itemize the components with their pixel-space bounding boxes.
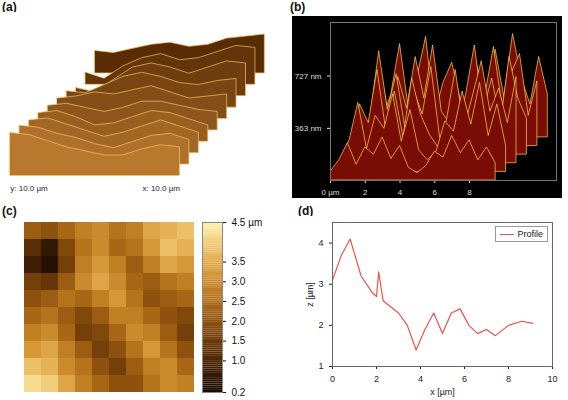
svg-text:6: 6: [433, 188, 438, 197]
svg-text:4: 4: [398, 188, 403, 197]
svg-text:1.5: 1.5: [232, 335, 246, 346]
svg-text:3.0: 3.0: [232, 276, 246, 287]
svg-text:2: 2: [318, 320, 323, 330]
svg-text:z [µm]: z [µm]: [305, 282, 315, 307]
svg-text:x [µm]: x [µm]: [430, 387, 455, 397]
svg-text:2: 2: [363, 188, 368, 197]
svg-text:363 nm: 363 nm: [295, 124, 322, 133]
svg-text:2.0: 2.0: [232, 316, 246, 327]
html-text:(a): (a): [2, 0, 17, 14]
svg-text:4: 4: [318, 238, 323, 248]
svg-text:3.5: 3.5: [232, 256, 246, 267]
svg-text:0: 0: [330, 374, 335, 384]
svg-text:8: 8: [506, 374, 511, 384]
svg-text:4: 4: [418, 374, 423, 384]
svg-text:6: 6: [462, 374, 467, 384]
svg-text:3: 3: [318, 279, 323, 289]
svg-text:x: 10.0 µm: x: 10.0 µm: [142, 184, 180, 193]
svg-text:1.0: 1.0: [232, 355, 246, 366]
svg-text:8: 8: [467, 188, 472, 197]
svg-text:y: 10.0 µm: y: 10.0 µm: [10, 184, 48, 193]
svg-text:2.5: 2.5: [232, 296, 246, 307]
html-text:Profile: Profile: [517, 229, 543, 239]
svg-text:1: 1: [318, 361, 323, 371]
svg-text:10: 10: [547, 374, 557, 384]
svg-text:2: 2: [374, 374, 379, 384]
svg-text:0.2: 0.2: [232, 387, 246, 398]
html-text:(d): (d): [298, 204, 314, 218]
svg-text:4.5 µm: 4.5 µm: [232, 217, 263, 228]
html-text:(c): (c): [2, 204, 17, 218]
svg-text:0 µm: 0 µm: [322, 188, 340, 197]
html-text:(b): (b): [290, 0, 306, 14]
svg-text:727 nm: 727 nm: [295, 72, 322, 81]
